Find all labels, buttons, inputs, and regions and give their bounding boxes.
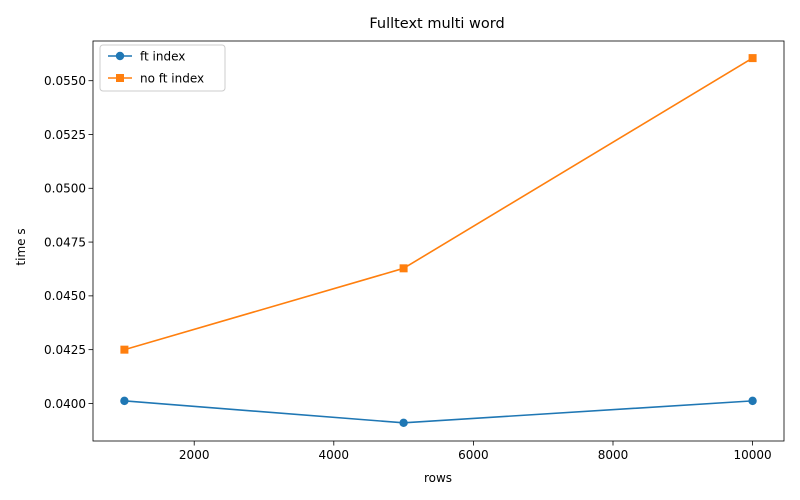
legend-marker (116, 74, 124, 82)
y-tick-label: 0.0425 (44, 343, 86, 357)
legend: ft index no ft index (99, 44, 226, 92)
series-line-1 (124, 57, 754, 351)
x-tick-label: 10000 (733, 448, 771, 462)
y-tick-label: 0.0550 (44, 74, 86, 88)
x-axis-title: rows (424, 471, 452, 485)
data-point (748, 54, 757, 63)
x-tick-label: 6000 (458, 448, 489, 462)
series-line-0 (124, 400, 753, 424)
data-point (120, 396, 129, 406)
y-tick-label: 0.0475 (44, 235, 86, 249)
chart-title: Fulltext multi word (369, 16, 504, 32)
x-tick-label: 8000 (598, 448, 629, 462)
legend-label: ft index (140, 49, 185, 63)
data-point (399, 418, 408, 428)
y-tick-label: 0.0450 (44, 289, 86, 303)
y-tick-label: 0.0500 (44, 182, 86, 196)
data-point (120, 345, 129, 354)
x-tick-label: 2000 (179, 448, 210, 462)
y-tick-label: 0.0525 (44, 128, 86, 142)
y-tick-label: 0.0400 (44, 397, 86, 411)
data-point (399, 264, 408, 273)
legend-marker (115, 51, 125, 61)
data-point (748, 396, 757, 406)
x-tick-label: 4000 (319, 448, 350, 462)
axes-frame (92, 40, 785, 442)
plot-area: 2000 4000 6000 8000 10000 0.0400 0.0425 0.0450 0… (44, 40, 785, 462)
y-axis-title: time s (14, 228, 28, 265)
legend-label: no ft index (140, 71, 204, 85)
